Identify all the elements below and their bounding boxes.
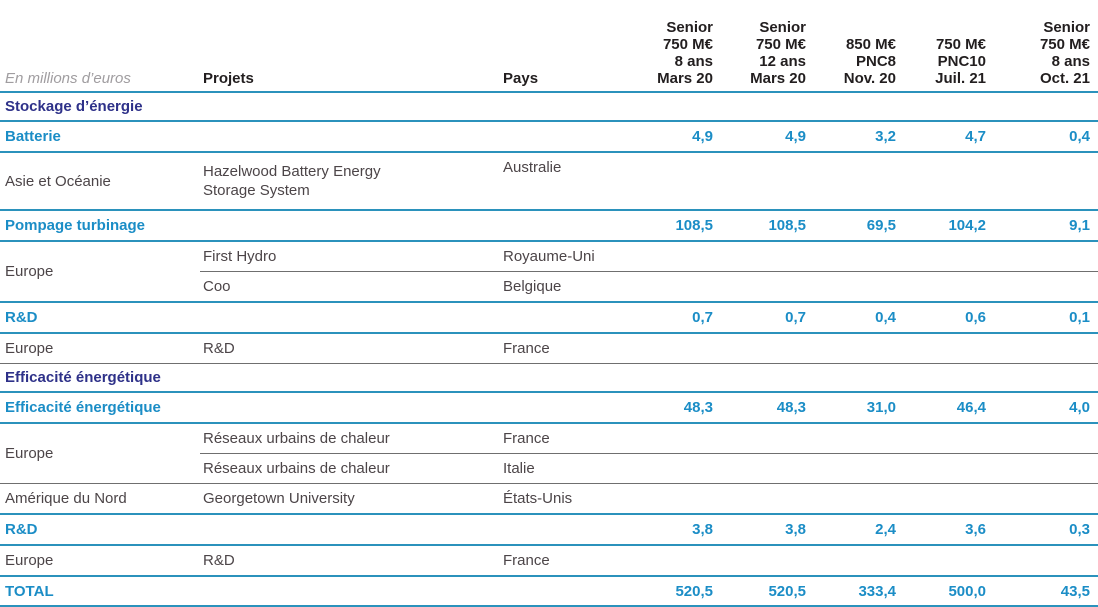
table-header-row: En millions d’euros Projets Pays Senior … bbox=[0, 2, 1098, 93]
detail-row-hazelwood: Asie et Océanie Hazelwood Battery Energy… bbox=[0, 152, 1098, 211]
unit-label: En millions d’euros bbox=[0, 2, 200, 93]
region-cell: Europe bbox=[0, 423, 200, 484]
projet-cell: Georgetown University bbox=[200, 483, 500, 515]
value-cell: 4,9 bbox=[720, 121, 813, 153]
column-header-bond-3: 850 M€ PNC8 Nov. 20 bbox=[813, 2, 903, 93]
value-cell: 108,5 bbox=[650, 210, 720, 242]
value-cell: 3,2 bbox=[813, 121, 903, 153]
category-label: Efficacité énergétique bbox=[0, 392, 650, 424]
value-cell: 0,4 bbox=[813, 302, 903, 334]
column-header-bond-1: Senior 750 M€ 8 ans Mars 20 bbox=[650, 2, 720, 93]
projet-cell: Réseaux urbains de chaleur bbox=[200, 453, 500, 484]
pays-cell: Belgique bbox=[500, 271, 1098, 303]
category-label: R&D bbox=[0, 514, 650, 546]
category-row-pompage: Pompage turbinage 108,5 108,5 69,5 104,2… bbox=[0, 210, 1098, 242]
pays-cell: Italie bbox=[500, 453, 1098, 484]
value-cell: 9,1 bbox=[993, 210, 1098, 242]
category-row-rd-1: R&D 0,7 0,7 0,4 0,6 0,1 bbox=[0, 302, 1098, 334]
projet-cell: R&D bbox=[200, 333, 500, 364]
value-cell: 48,3 bbox=[650, 392, 720, 424]
region-cell: Europe bbox=[0, 545, 200, 577]
category-row-efficacite: Efficacité énergétique 48,3 48,3 31,0 46… bbox=[0, 392, 1098, 424]
projet-cell: R&D bbox=[200, 545, 500, 577]
column-header-pays: Pays bbox=[500, 2, 650, 93]
column-header-projets: Projets bbox=[200, 2, 500, 93]
value-cell: 108,5 bbox=[720, 210, 813, 242]
column-header-bond-5: Senior 750 M€ 8 ans Oct. 21 bbox=[993, 2, 1098, 93]
detail-row-coo: Coo Belgique bbox=[0, 271, 1098, 303]
section-label: Stockage d’énergie bbox=[0, 92, 1098, 122]
value-cell: 104,2 bbox=[903, 210, 993, 242]
section-row-efficacite: Efficacité énergétique bbox=[0, 363, 1098, 393]
value-cell: 4,9 bbox=[650, 121, 720, 153]
detail-row-rd-europe-1: Europe R&D France bbox=[0, 333, 1098, 364]
category-label: Pompage turbinage bbox=[0, 210, 650, 242]
category-label: R&D bbox=[0, 302, 650, 334]
section-row-stockage: Stockage d’énergie bbox=[0, 92, 1098, 122]
column-header-bond-4: 750 M€ PNC10 Juil. 21 bbox=[903, 2, 993, 93]
value-cell: 3,8 bbox=[650, 514, 720, 546]
category-row-batterie: Batterie 4,9 4,9 3,2 4,7 0,4 bbox=[0, 121, 1098, 153]
projet-text: Hazelwood Battery Energy Storage System bbox=[203, 163, 381, 199]
region-cell: Europe bbox=[0, 241, 200, 303]
detail-row-rd-europe-2: Europe R&D France bbox=[0, 545, 1098, 577]
projet-cell: Réseaux urbains de chaleur bbox=[200, 423, 500, 454]
value-cell: 0,3 bbox=[993, 514, 1098, 546]
region-cell: Amérique du Nord bbox=[0, 483, 200, 515]
pays-cell: États-Unis bbox=[500, 483, 1098, 515]
value-cell: 4,7 bbox=[903, 121, 993, 153]
value-cell: 0,7 bbox=[720, 302, 813, 334]
category-row-rd-2: R&D 3,8 3,8 2,4 3,6 0,3 bbox=[0, 514, 1098, 546]
region-cell: Europe bbox=[0, 333, 200, 364]
value-cell: 0,4 bbox=[993, 121, 1098, 153]
projet-cell: Coo bbox=[200, 271, 500, 303]
projet-cell: First Hydro bbox=[200, 241, 500, 272]
region-cell: Asie et Océanie bbox=[0, 152, 200, 211]
section-label: Efficacité énergétique bbox=[0, 363, 1098, 393]
category-label: Batterie bbox=[0, 121, 650, 153]
value-cell: 48,3 bbox=[720, 392, 813, 424]
value-cell: 0,6 bbox=[903, 302, 993, 334]
value-cell: 4,0 bbox=[993, 392, 1098, 424]
value-cell: 3,6 bbox=[903, 514, 993, 546]
value-cell: 31,0 bbox=[813, 392, 903, 424]
pays-cell: France bbox=[500, 423, 1098, 454]
detail-row-first-hydro: Europe First Hydro Royaume-Uni bbox=[0, 241, 1098, 303]
value-cell: 46,4 bbox=[903, 392, 993, 424]
value-cell: 2,4 bbox=[813, 514, 903, 546]
pays-cell: France bbox=[500, 545, 1098, 577]
detail-row-reseaux-italie: Réseaux urbains de chaleur Italie bbox=[0, 453, 1098, 484]
column-header-bond-2: Senior 750 M€ 12 ans Mars 20 bbox=[720, 2, 813, 93]
value-cell: 69,5 bbox=[813, 210, 903, 242]
pays-cell: Royaume-Uni bbox=[500, 241, 1098, 272]
pays-cell: France bbox=[500, 333, 1098, 364]
value-cell: 0,7 bbox=[650, 302, 720, 334]
projet-cell: Hazelwood Battery Energy Storage System bbox=[200, 152, 500, 211]
value-cell: 0,1 bbox=[993, 302, 1098, 334]
detail-row-georgetown: Amérique du Nord Georgetown University É… bbox=[0, 483, 1098, 515]
value-cell: 3,8 bbox=[720, 514, 813, 546]
detail-row-reseaux-france: Europe Réseaux urbains de chaleur France bbox=[0, 423, 1098, 484]
pays-cell: Australie bbox=[500, 152, 1098, 211]
